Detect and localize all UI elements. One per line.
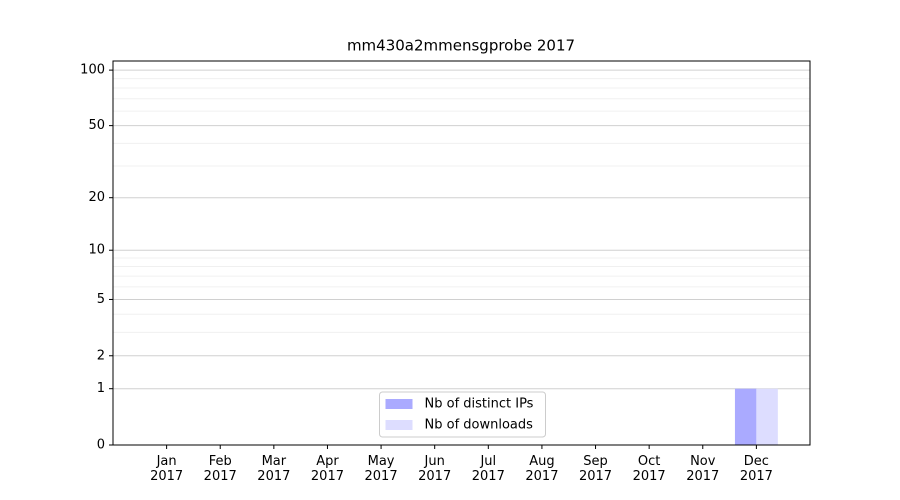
bar <box>756 388 778 445</box>
legend-swatch <box>385 399 413 409</box>
x-tick-label: May 2017 <box>364 454 398 484</box>
x-tick-label: Jul 2017 <box>471 454 505 484</box>
legend-label: Nb of distinct IPs <box>425 397 534 412</box>
x-tick-label: Mar 2017 <box>257 454 291 484</box>
x-tick-label: Oct 2017 <box>632 454 666 484</box>
y-tick-label: 10 <box>88 243 105 258</box>
y-tick-label: 100 <box>80 63 105 78</box>
x-tick-label: Feb 2017 <box>203 454 237 484</box>
chart-title: mm430a2mmensgprobe 2017 <box>347 37 575 55</box>
legend-swatch <box>385 420 413 430</box>
y-tick-label: 2 <box>97 348 105 363</box>
x-tick-label: Dec 2017 <box>739 454 773 484</box>
x-tick-label: Apr 2017 <box>310 454 344 484</box>
x-tick-label: Jun 2017 <box>418 454 452 484</box>
bar <box>734 388 757 445</box>
y-tick-label: 5 <box>97 292 105 307</box>
y-tick-label: 50 <box>88 118 105 133</box>
legend-label: Nb of downloads <box>425 418 534 433</box>
legend-box <box>379 391 546 438</box>
x-tick-label: Sep 2017 <box>578 454 613 484</box>
plot-frame <box>112 60 811 446</box>
y-tick-label: 0 <box>97 438 105 453</box>
x-tick-label: Aug 2017 <box>525 454 559 484</box>
x-tick-label: Jan 2017 <box>150 454 184 484</box>
y-tick-label: 1 <box>97 381 105 396</box>
y-tick-label: 20 <box>88 190 105 205</box>
x-tick-label: Nov 2017 <box>686 454 720 484</box>
